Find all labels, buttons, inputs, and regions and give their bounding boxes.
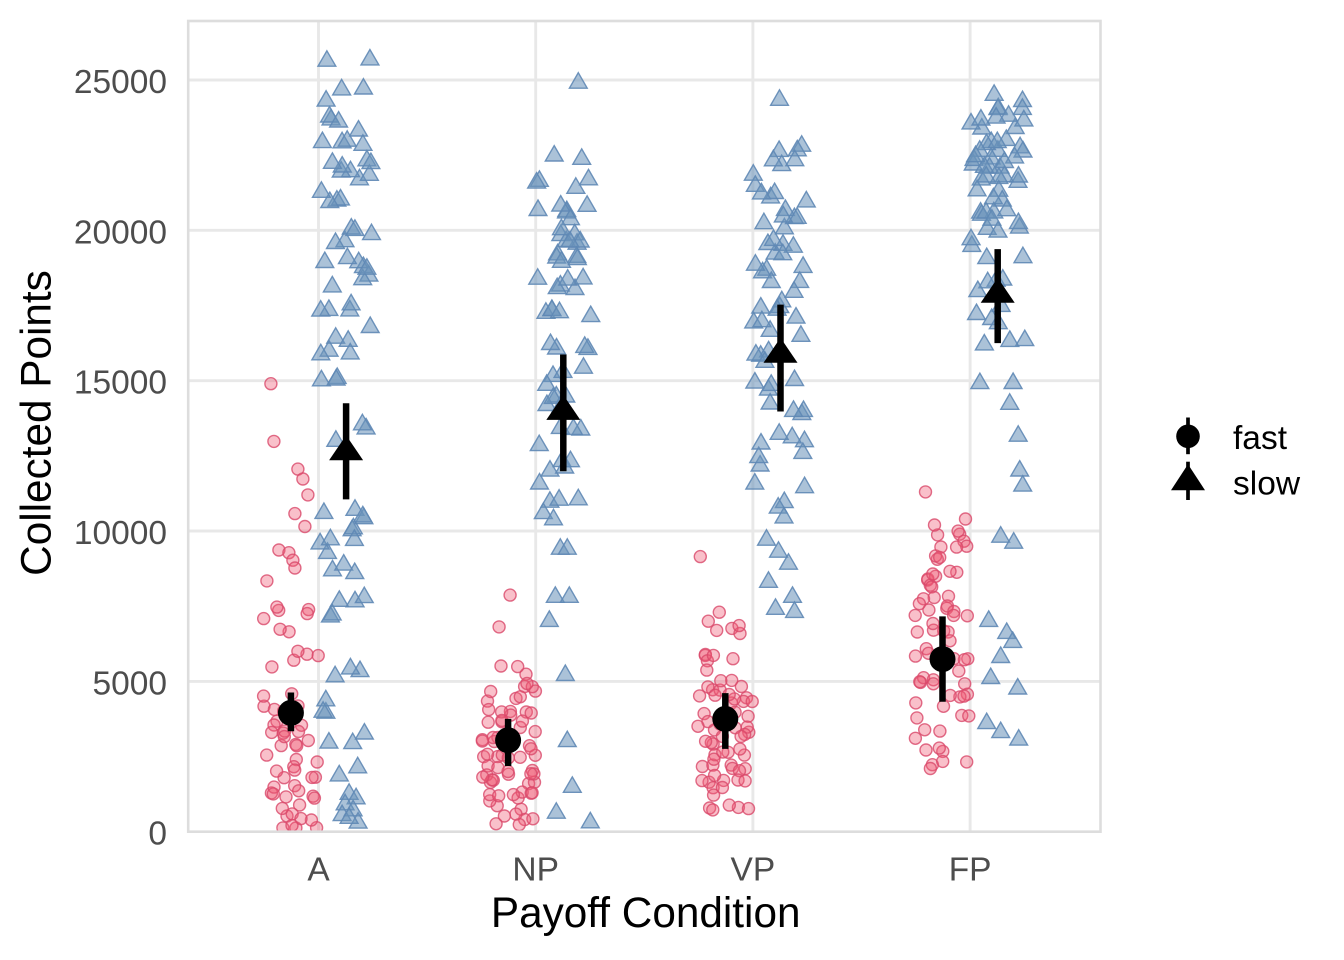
svg-text:FP: FP [949,851,992,888]
svg-text:Collected Points: Collected Points [13,270,60,576]
svg-text:25000: 25000 [74,64,167,101]
svg-text:20000: 20000 [74,214,167,251]
svg-text:slow: slow [1233,466,1301,503]
svg-text:10000: 10000 [74,515,167,552]
svg-text:5000: 5000 [92,665,167,702]
svg-text:A: A [307,851,330,888]
svg-text:NP: NP [512,851,559,888]
svg-text:Payoff Condition: Payoff Condition [491,889,801,936]
svg-text:VP: VP [731,851,776,888]
svg-text:fast: fast [1233,420,1288,457]
svg-text:15000: 15000 [74,365,167,402]
svg-text:0: 0 [148,816,167,853]
